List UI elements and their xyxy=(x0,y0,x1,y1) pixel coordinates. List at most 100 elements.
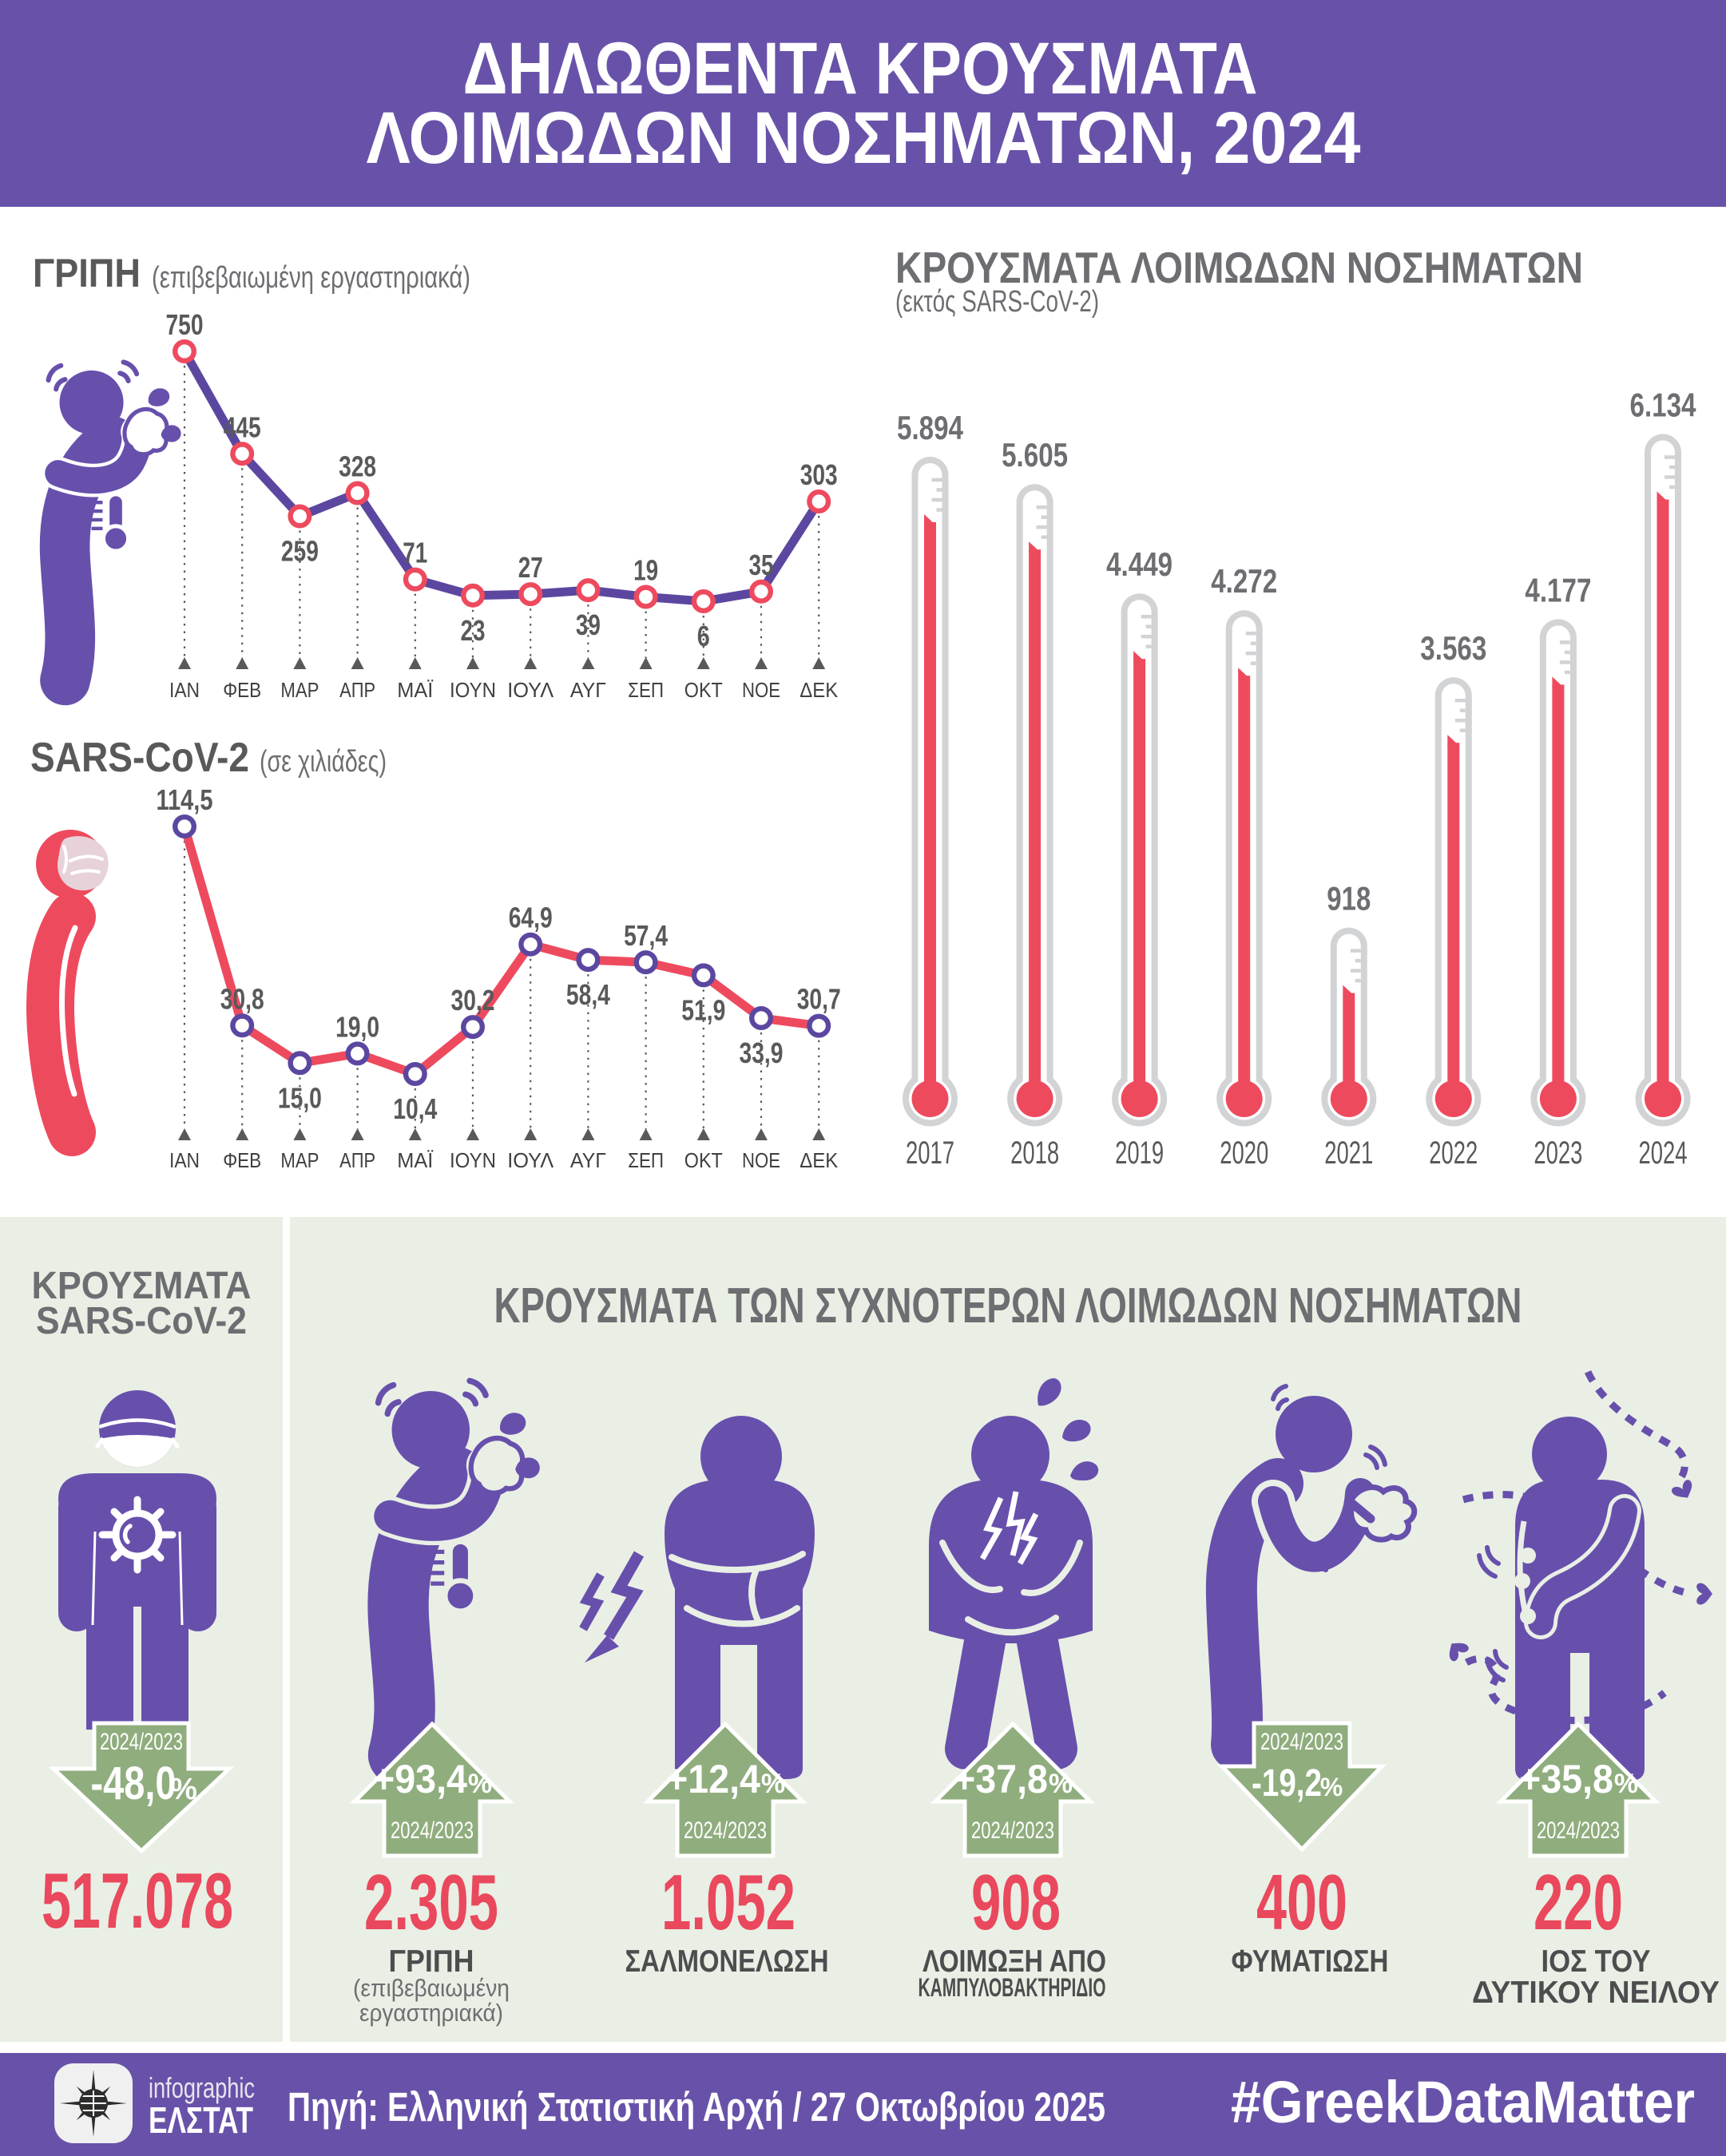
svg-text:2023: 2023 xyxy=(1534,1135,1582,1171)
svg-text:30,2: 30,2 xyxy=(451,984,495,1017)
svg-text:19: 19 xyxy=(633,554,658,587)
svg-text:%: % xyxy=(761,1769,785,1799)
svg-text:39: 39 xyxy=(576,608,601,641)
svg-text:ΑΥΓ: ΑΥΓ xyxy=(570,1148,606,1172)
svg-text:64,9: 64,9 xyxy=(509,902,553,934)
svg-text:ΟΚΤ: ΟΚΤ xyxy=(684,1148,723,1172)
svg-text:2024/2023: 2024/2023 xyxy=(1537,1817,1620,1844)
svg-text:εργαστηριακά): εργαστηριακά) xyxy=(359,1999,503,2027)
svg-text:ΚΑΜΠΥΛΟΒΑΚΤΗΡΙΔΙΟ: ΚΑΜΠΥΛΟΒΑΚΤΗΡΙΔΙΟ xyxy=(919,1973,1106,2002)
svg-text:SARS-CoV-2: SARS-CoV-2 xyxy=(30,735,249,781)
svg-text:2022: 2022 xyxy=(1429,1135,1478,1171)
svg-text:ΜΑΡ: ΜΑΡ xyxy=(280,1148,319,1172)
svg-text:908: 908 xyxy=(971,1858,1061,1946)
svg-text:ΦΥΜΑΤΙΩΣΗ: ΦΥΜΑΤΙΩΣΗ xyxy=(1232,1944,1389,1979)
svg-text:infographic: infographic xyxy=(149,2071,255,2104)
svg-text:ΔΕΚ: ΔΕΚ xyxy=(800,678,839,702)
svg-text:2018: 2018 xyxy=(1010,1135,1059,1171)
svg-text:ΙΑΝ: ΙΑΝ xyxy=(169,678,200,702)
svg-text:ΚΡΟΥΣΜΑΤΑ: ΚΡΟΥΣΜΑΤΑ xyxy=(32,1265,252,1307)
svg-text:ΜΑΪ: ΜΑΪ xyxy=(397,678,434,702)
svg-text:ΔΕΚ: ΔΕΚ xyxy=(800,1148,839,1172)
svg-text:517.078: 517.078 xyxy=(42,1857,233,1944)
svg-text:71: 71 xyxy=(403,537,427,569)
svg-text:2020: 2020 xyxy=(1220,1135,1268,1171)
svg-text:ΙΟΣ ΤΟΥ: ΙΟΣ ΤΟΥ xyxy=(1541,1944,1651,1979)
svg-text:%: % xyxy=(1320,1773,1343,1801)
svg-text:2024/2023: 2024/2023 xyxy=(100,1729,183,1755)
svg-text:750: 750 xyxy=(166,308,204,341)
svg-text:ΙΟΥΝ: ΙΟΥΝ xyxy=(450,1148,496,1172)
svg-text:ΦΕΒ: ΦΕΒ xyxy=(223,678,261,702)
svg-text:ΝΟΕ: ΝΟΕ xyxy=(742,678,780,702)
svg-text:ΑΠΡ: ΑΠΡ xyxy=(339,1148,375,1172)
svg-text:23: 23 xyxy=(461,614,486,647)
svg-text:ΛΟΙΜΩΞΗ ΑΠΟ: ΛΟΙΜΩΞΗ ΑΠΟ xyxy=(923,1944,1106,1979)
svg-text:ΑΠΡ: ΑΠΡ xyxy=(339,678,375,702)
svg-text:2.305: 2.305 xyxy=(364,1858,498,1946)
svg-text:ΓΡΙΠΗ: ΓΡΙΠΗ xyxy=(33,251,141,295)
svg-text:15,0: 15,0 xyxy=(278,1081,322,1114)
svg-text:ΦΕΒ: ΦΕΒ xyxy=(223,1148,261,1172)
svg-text:Πηγή: Ελληνική Στατιστική Αρχή: Πηγή: Ελληνική Στατιστική Αρχή / 27 Οκτω… xyxy=(288,2084,1105,2130)
svg-text:1.052: 1.052 xyxy=(661,1858,796,1946)
svg-text:259: 259 xyxy=(281,535,319,568)
svg-text:303: 303 xyxy=(800,458,838,491)
svg-text:6: 6 xyxy=(697,620,710,652)
svg-text:ΕΛΣΤΑΤ: ΕΛΣΤΑΤ xyxy=(149,2099,253,2141)
svg-text:2024/2023: 2024/2023 xyxy=(684,1817,767,1844)
svg-text:35: 35 xyxy=(749,549,774,581)
svg-text:ΣΑΛΜΟΝΕΛΩΣΗ: ΣΑΛΜΟΝΕΛΩΣΗ xyxy=(625,1944,829,1979)
svg-text:+12,4: +12,4 xyxy=(666,1757,760,1801)
svg-text:5.605: 5.605 xyxy=(1002,436,1068,474)
svg-text:(επιβεβαιωμένη: (επιβεβαιωμένη xyxy=(353,1974,510,2002)
svg-text:ΚΡΟΥΣΜΑΤΑ ΛΟΙΜΩΔΩΝ ΝΟΣΗΜΑΤΩΝ: ΚΡΟΥΣΜΑΤΑ ΛΟΙΜΩΔΩΝ ΝΟΣΗΜΑΤΩΝ xyxy=(895,243,1583,292)
svg-text:51,9: 51,9 xyxy=(681,993,725,1026)
svg-text:2019: 2019 xyxy=(1115,1135,1164,1171)
svg-text:2024: 2024 xyxy=(1639,1135,1688,1171)
svg-text:SARS-CoV-2: SARS-CoV-2 xyxy=(36,1300,247,1342)
svg-text:ΜΑΪ: ΜΑΪ xyxy=(397,1148,434,1172)
svg-text:ΔΥΤΙΚΟΥ ΝΕΙΛΟΥ: ΔΥΤΙΚΟΥ ΝΕΙΛΟΥ xyxy=(1472,1976,1720,2010)
svg-text:4.272: 4.272 xyxy=(1211,562,1277,600)
svg-text:#GreekDataMatter: #GreekDataMatter xyxy=(1231,2069,1695,2135)
svg-text:ΑΥΓ: ΑΥΓ xyxy=(570,678,606,702)
svg-text:ΛΟΙΜΩΔΩΝ ΝΟΣΗΜΑΤΩΝ, 2024: ΛΟΙΜΩΔΩΝ ΝΟΣΗΜΑΤΩΝ, 2024 xyxy=(367,97,1361,179)
svg-text:%: % xyxy=(1049,1769,1073,1799)
svg-text:114,5: 114,5 xyxy=(157,783,213,816)
svg-text:918: 918 xyxy=(1327,880,1371,917)
svg-text:2021: 2021 xyxy=(1324,1135,1373,1171)
svg-text:ΙΟΥΛ: ΙΟΥΛ xyxy=(507,1148,554,1172)
svg-text:30,7: 30,7 xyxy=(797,983,841,1016)
svg-text:2024/2023: 2024/2023 xyxy=(971,1817,1054,1844)
svg-text:%: % xyxy=(170,1773,197,1806)
svg-text:ΜΑΡ: ΜΑΡ xyxy=(280,678,319,702)
svg-text:%: % xyxy=(1614,1769,1638,1799)
svg-text:(επιβεβαιωμένη εργαστηριακά): (επιβεβαιωμένη εργαστηριακά) xyxy=(152,261,470,295)
svg-text:2017: 2017 xyxy=(906,1135,954,1171)
svg-text:4.177: 4.177 xyxy=(1525,571,1591,608)
svg-text:58,4: 58,4 xyxy=(566,978,610,1011)
svg-text:-48,0: -48,0 xyxy=(91,1758,177,1809)
svg-text:ΚΡΟΥΣΜΑΤΑ ΤΩΝ ΣΥΧΝΟΤΕΡΩΝ ΛΟΙΜΩ: ΚΡΟΥΣΜΑΤΑ ΤΩΝ ΣΥΧΝΟΤΕΡΩΝ ΛΟΙΜΩΔΩΝ ΝΟΣΗΜΑ… xyxy=(494,1278,1522,1334)
svg-text:2024/2023: 2024/2023 xyxy=(1260,1729,1343,1755)
svg-text:ΝΟΕ: ΝΟΕ xyxy=(742,1148,780,1172)
svg-text:10,4: 10,4 xyxy=(393,1092,437,1125)
svg-text:%: % xyxy=(468,1769,492,1799)
svg-text:ΟΚΤ: ΟΚΤ xyxy=(684,678,723,702)
svg-text:30,8: 30,8 xyxy=(220,982,264,1015)
svg-text:4.449: 4.449 xyxy=(1106,545,1172,583)
svg-text:400: 400 xyxy=(1256,1858,1347,1946)
svg-text:ΙΟΥΛ: ΙΟΥΛ xyxy=(507,678,554,702)
svg-text:ΔΗΛΩΘΕΝΤΑ ΚΡΟΥΣΜΑΤΑ: ΔΗΛΩΘΕΝΤΑ ΚΡΟΥΣΜΑΤΑ xyxy=(463,28,1258,109)
svg-text:328: 328 xyxy=(339,450,376,483)
svg-text:+35,8: +35,8 xyxy=(1519,1757,1613,1801)
svg-text:-19,2: -19,2 xyxy=(1252,1762,1322,1805)
svg-text:ΣΕΠ: ΣΕΠ xyxy=(628,1148,664,1172)
svg-text:220: 220 xyxy=(1534,1858,1623,1946)
svg-text:6.134: 6.134 xyxy=(1630,386,1697,424)
svg-text:(εκτός SARS-CoV-2): (εκτός SARS-CoV-2) xyxy=(895,285,1099,319)
svg-text:3.563: 3.563 xyxy=(1420,629,1486,667)
svg-text:57,4: 57,4 xyxy=(624,919,668,952)
svg-text:2024/2023: 2024/2023 xyxy=(391,1817,474,1844)
